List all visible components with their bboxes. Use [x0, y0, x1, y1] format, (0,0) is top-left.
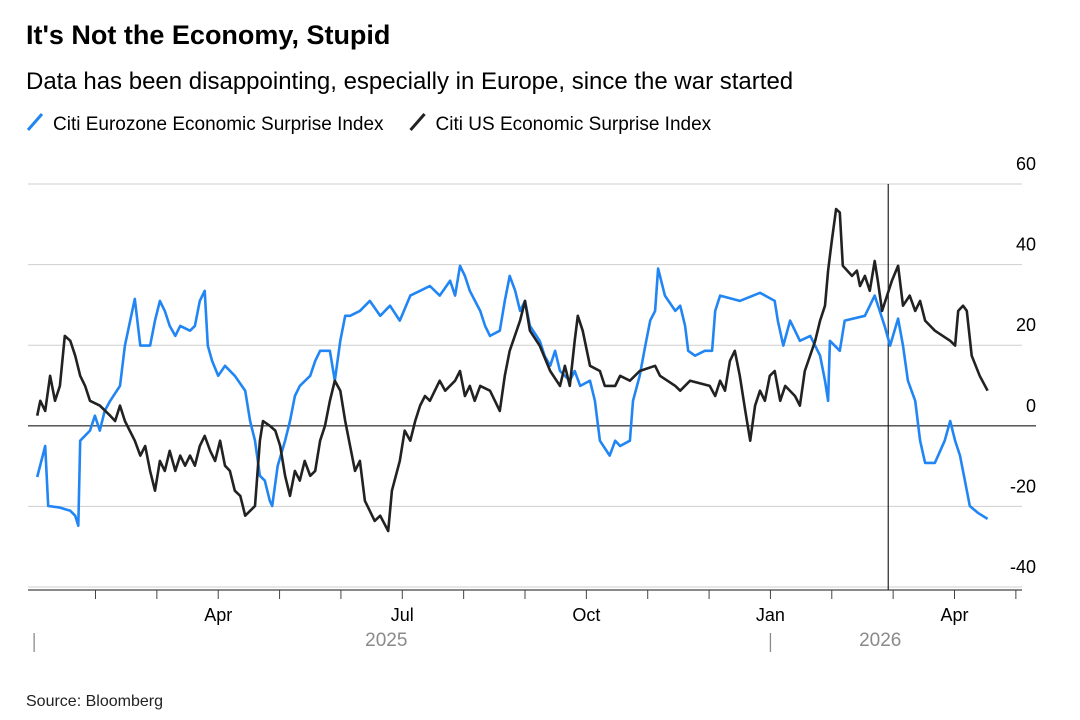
y-tick-label: 40	[1016, 235, 1036, 255]
x-tick-label: Jul	[391, 605, 414, 625]
chart-subtitle: Data has been disappointing, especially …	[26, 68, 793, 95]
y-tick-label: 0	[1026, 396, 1036, 416]
y-tick-label: -20	[1010, 476, 1036, 496]
x-tick-label: Oct	[572, 605, 600, 625]
y-tick-label: 20	[1016, 315, 1036, 335]
series-line	[35, 264, 989, 527]
x-tick-label: Apr	[940, 605, 968, 625]
legend-swatch	[26, 113, 44, 131]
x-tick-label: Apr	[204, 605, 232, 625]
legend-label: Citi Eurozone Economic Surprise Index	[53, 114, 384, 135]
y-tick-label: 60	[1016, 154, 1036, 174]
y-tick-label: -40	[1010, 557, 1036, 577]
legend-label: Citi US Economic Surprise Index	[436, 114, 712, 135]
year-label: 2025	[365, 630, 407, 651]
legend-swatch	[409, 113, 426, 131]
year-label: 2026	[859, 630, 901, 651]
source-note: Source: Bloomberg	[26, 693, 163, 710]
series-line	[35, 207, 989, 533]
chart-title: It's Not the Economy, Stupid	[26, 20, 390, 50]
x-tick-label: Jan	[756, 605, 785, 625]
